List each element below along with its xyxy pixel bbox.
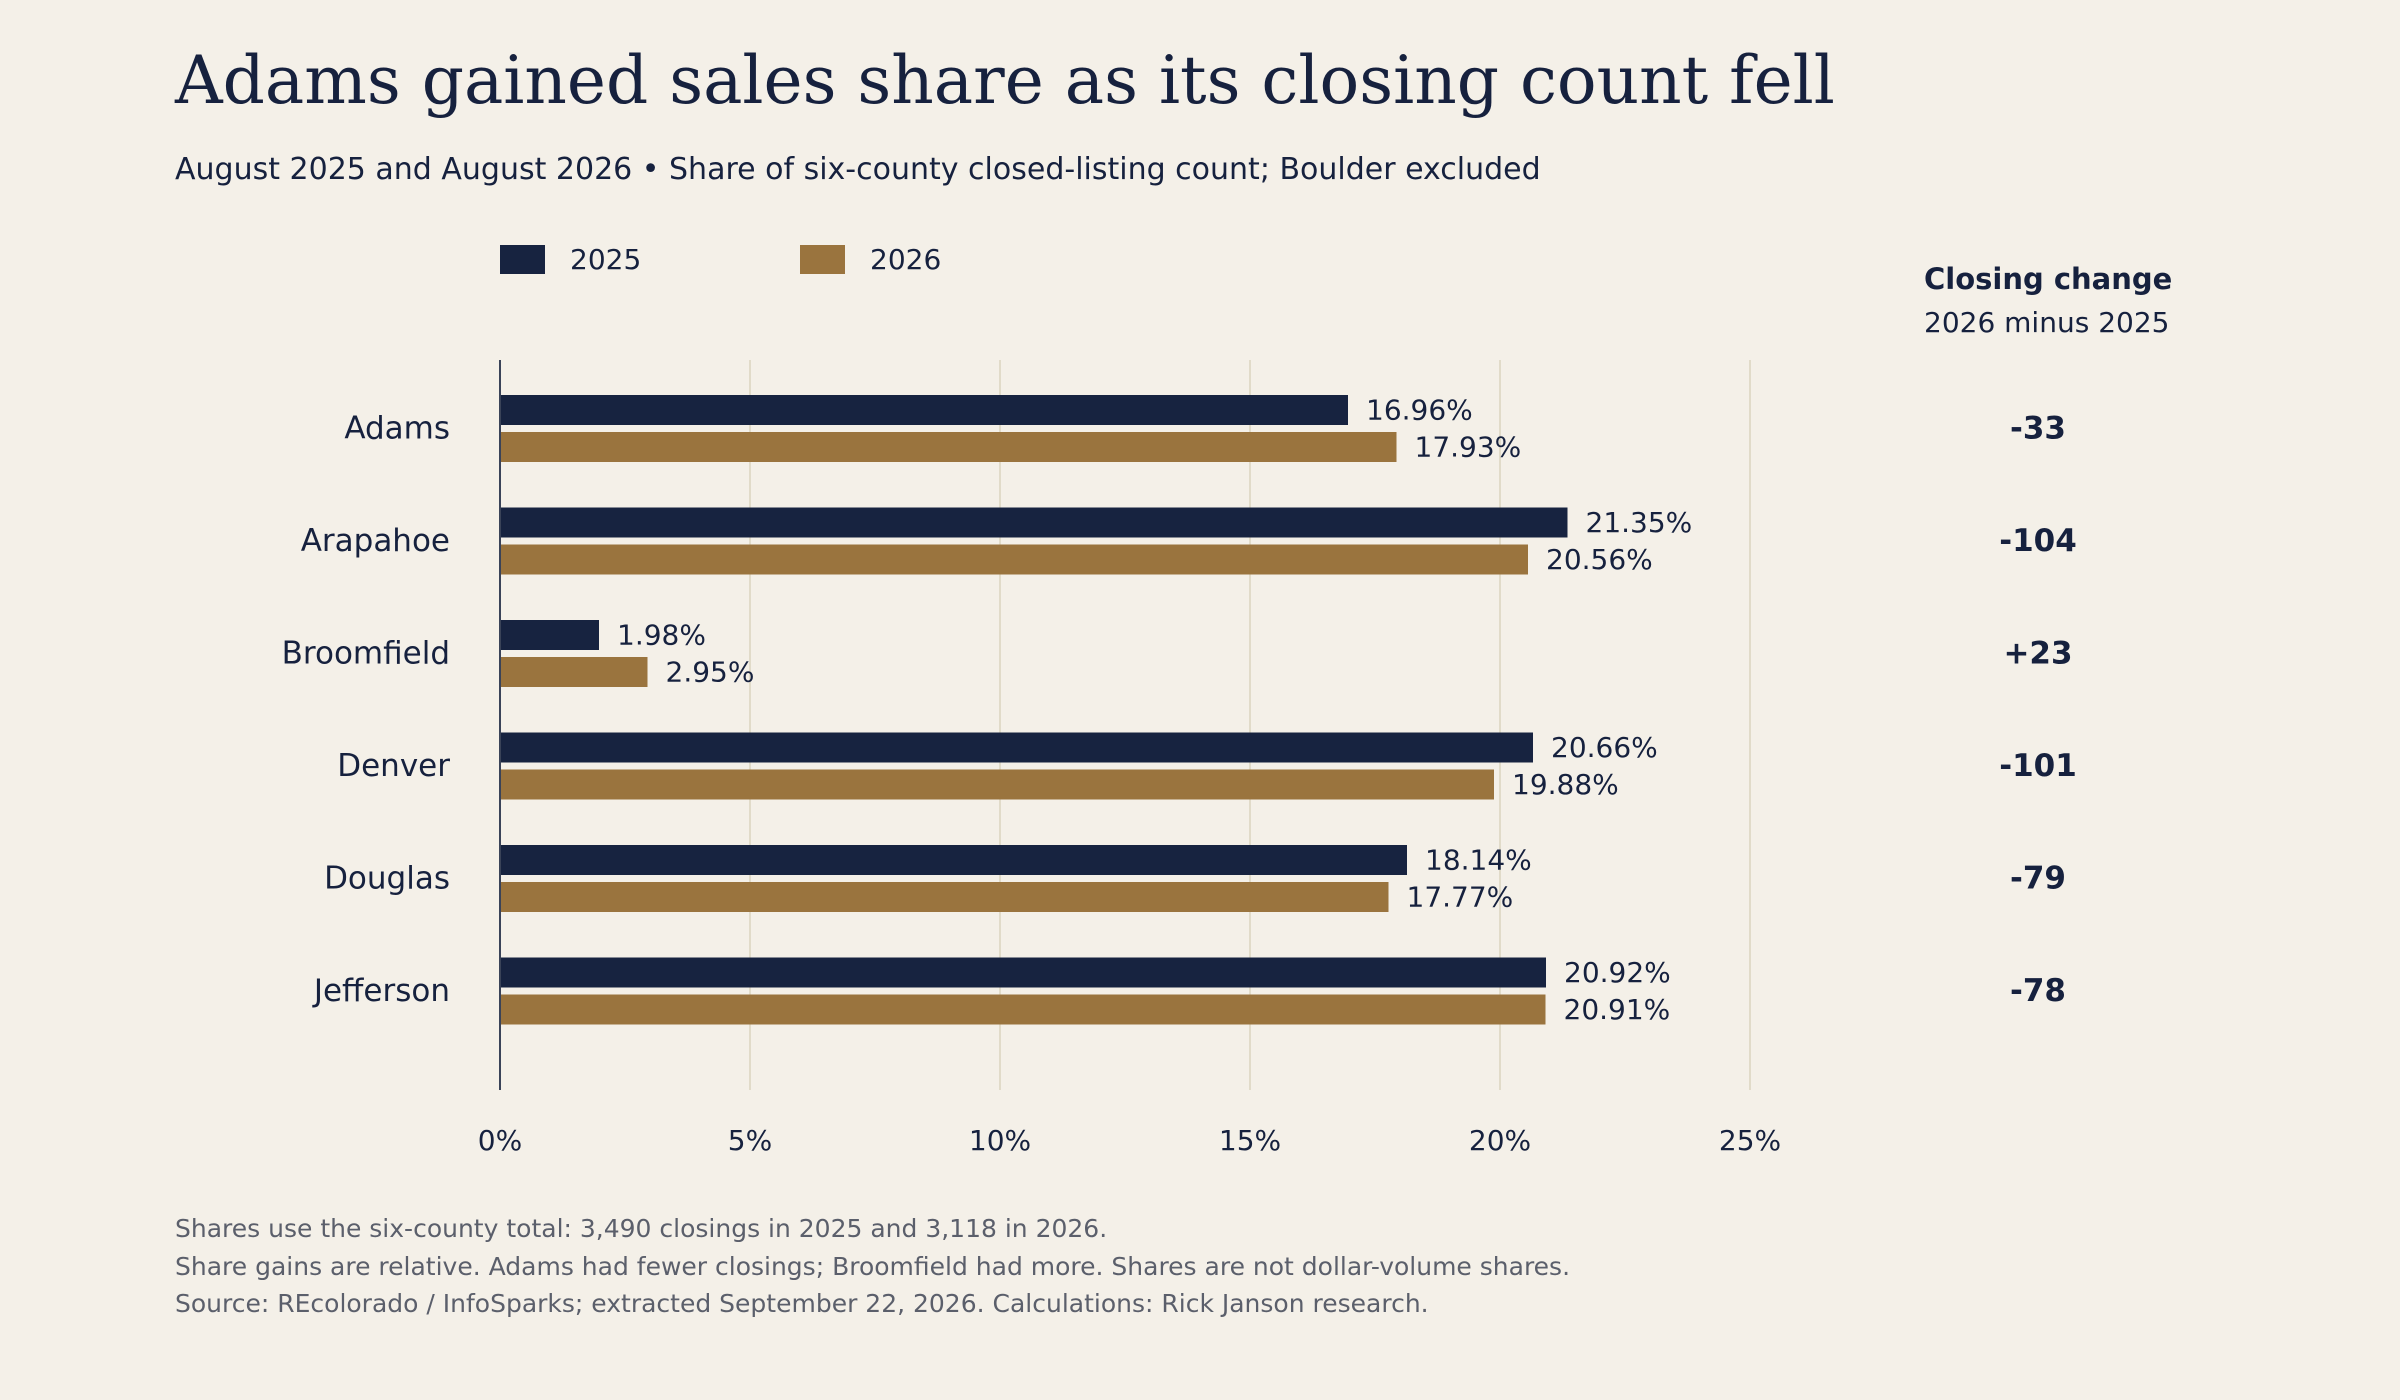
closing-change-values: -33 -104 +23 -101 -79 -78 xyxy=(1999,411,2077,1010)
bar-denver-2025 xyxy=(500,732,1533,763)
value-label-broomfield-2026: 2.95% xyxy=(666,656,755,689)
bar-jefferson-2026 xyxy=(500,994,1546,1025)
footnote-share-note: Share gains are relative. Adams had fewe… xyxy=(175,1251,1571,1281)
chart-subtitle: August 2025 and August 2026 • Share of s… xyxy=(175,152,1541,187)
x-tick-label: 15% xyxy=(1219,1124,1281,1157)
closing-change-heading: Closing change xyxy=(1924,262,2173,296)
value-label-douglas-2025: 18.14% xyxy=(1425,844,1532,877)
bar-denver-2026 xyxy=(500,769,1494,800)
value-label-jefferson-2025: 20.92% xyxy=(1564,956,1671,989)
x-tick-label: 0% xyxy=(478,1124,522,1157)
bar-broomfield-2026 xyxy=(500,657,648,687)
bar-adams-2025 xyxy=(500,395,1348,425)
footnote-source: Source: REcolorado / InfoSparks; extract… xyxy=(175,1289,1429,1318)
value-label-jefferson-2026: 20.91% xyxy=(1564,993,1671,1026)
value-label-douglas-2026: 17.77% xyxy=(1407,881,1514,914)
closing-change-jefferson: -78 xyxy=(2010,973,2066,1009)
bar-jefferson-2025 xyxy=(500,957,1546,988)
category-labels: Adams Arapahoe Broomfield Denver Douglas Jeff… xyxy=(282,411,451,1010)
closing-change-subheading: 2026 minus 2025 xyxy=(1924,306,2170,339)
category-label-jefferson: Jefferson xyxy=(312,973,450,1009)
closing-change-broomfield: +23 xyxy=(2003,636,2072,672)
legend-label-2026: 2026 xyxy=(870,243,942,276)
bar-douglas-2026 xyxy=(500,882,1389,912)
category-label-adams: Adams xyxy=(344,411,450,447)
x-axis-ticks: 0% 5% 10% 15% 20% 25% xyxy=(478,1124,1781,1157)
value-label-denver-2026: 19.88% xyxy=(1512,768,1619,801)
value-label-arapahoe-2026: 20.56% xyxy=(1546,543,1653,576)
legend-swatch-2026 xyxy=(800,245,845,274)
bars xyxy=(500,395,1568,1025)
value-label-arapahoe-2025: 21.35% xyxy=(1586,506,1693,539)
closing-change-arapahoe: -104 xyxy=(1999,523,2077,559)
value-label-broomfield-2025: 1.98% xyxy=(617,619,706,652)
category-label-broomfield: Broomfield xyxy=(282,636,450,672)
x-tick-label: 20% xyxy=(1469,1124,1531,1157)
legend-label-2025: 2025 xyxy=(570,243,642,276)
category-label-douglas: Douglas xyxy=(324,861,450,897)
bar-douglas-2025 xyxy=(500,845,1407,875)
bar-arapahoe-2025 xyxy=(500,507,1568,538)
x-tick-label: 5% xyxy=(728,1124,772,1157)
closing-change-adams: -33 xyxy=(2010,411,2066,447)
footnotes: Shares use the six-county total: 3,490 c… xyxy=(175,1210,1570,1323)
bar-adams-2026 xyxy=(500,432,1397,462)
value-label-denver-2025: 20.66% xyxy=(1551,731,1658,764)
x-tick-label: 10% xyxy=(969,1124,1031,1157)
x-tick-label: 25% xyxy=(1719,1124,1781,1157)
closing-change-douglas: -79 xyxy=(2010,861,2066,897)
footnote-totals: Shares use the six-county total: 3,490 c… xyxy=(175,1214,1108,1243)
value-labels: 16.96% 17.93% 21.35% 20.56% 1.98% 2.95% 20.66%… xyxy=(617,394,1692,1027)
value-label-adams-2026: 17.93% xyxy=(1415,431,1522,464)
closing-change-denver: -101 xyxy=(1999,748,2077,784)
chart-title: Adams gained sales share as its closing … xyxy=(175,42,1835,119)
value-label-adams-2025: 16.96% xyxy=(1366,394,1473,427)
bar-broomfield-2025 xyxy=(500,620,599,650)
category-label-arapahoe: Arapahoe xyxy=(301,523,450,559)
legend-swatch-2025 xyxy=(500,245,545,274)
bar-arapahoe-2026 xyxy=(500,544,1528,575)
category-label-denver: Denver xyxy=(337,748,450,784)
